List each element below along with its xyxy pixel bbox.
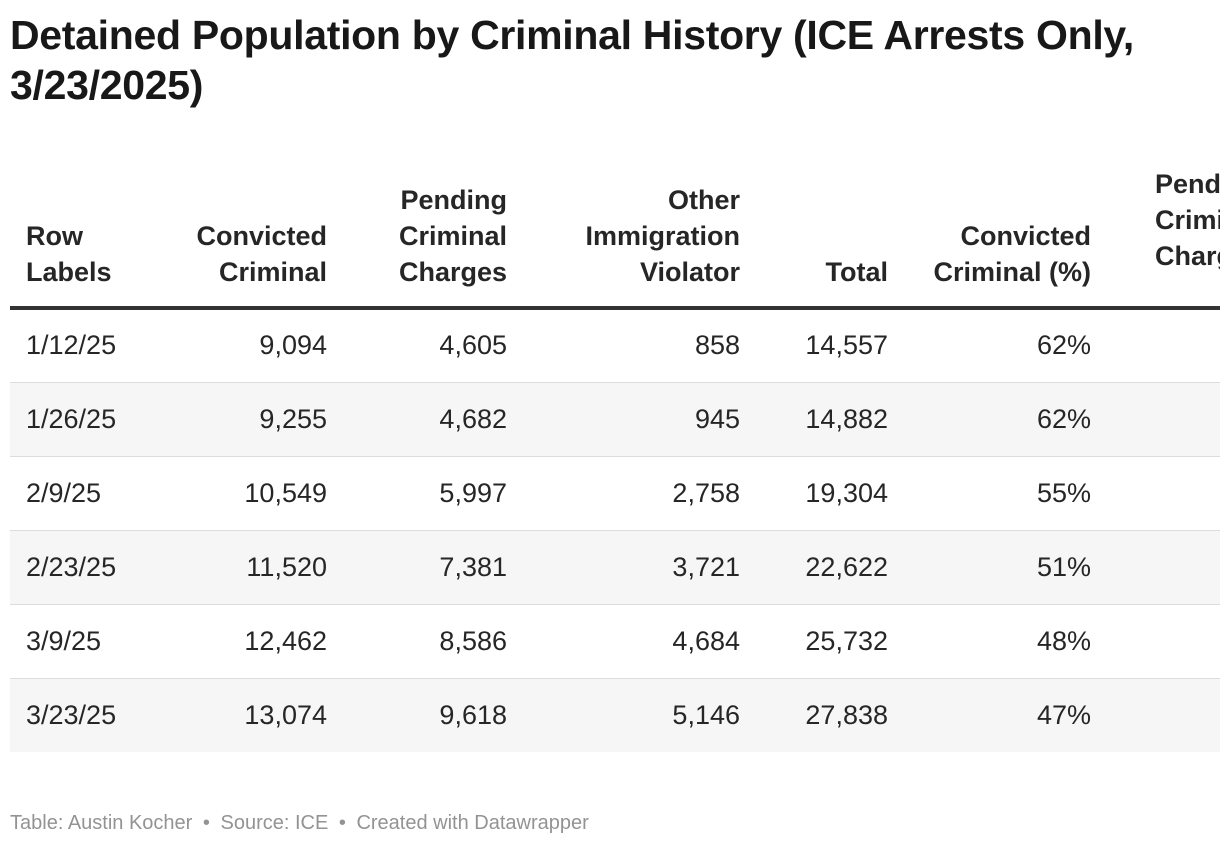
cell-convicted-criminal-pct: 47%	[894, 678, 1097, 752]
cell-total: 14,882	[746, 382, 894, 457]
cell-total: 27,838	[746, 678, 894, 752]
cell-pending-criminal-charges: 5,997	[333, 456, 513, 531]
cell-pending-criminal-charges-pct	[1097, 604, 1220, 679]
cell-row-label: 3/23/25	[10, 678, 158, 752]
cell-row-label: 2/23/25	[10, 530, 158, 605]
table-row: 3/9/25 12,462 8,586 4,684 25,732 48%	[10, 604, 1220, 679]
cell-pending-criminal-charges: 4,605	[333, 308, 513, 383]
source-credit: Source: ICE	[220, 812, 329, 834]
table-header-row: Row Labels Convicted Criminal Pending Cr…	[10, 166, 1220, 310]
column-header-row-labels[interactable]: Row Labels	[10, 166, 158, 310]
cell-convicted-criminal: 10,549	[158, 456, 333, 531]
cell-pending-criminal-charges-pct	[1097, 308, 1220, 383]
cell-other-immigration-violator: 3,721	[513, 530, 746, 605]
column-header-convicted-criminal[interactable]: Convicted Criminal	[158, 166, 333, 310]
data-table: Row Labels Convicted Criminal Pending Cr…	[10, 166, 1220, 752]
cell-pending-criminal-charges: 9,618	[333, 678, 513, 752]
cell-total: 19,304	[746, 456, 894, 531]
cell-other-immigration-violator: 4,684	[513, 604, 746, 679]
cell-row-label: 1/26/25	[10, 382, 158, 457]
data-table-container[interactable]: Row Labels Convicted Criminal Pending Cr…	[10, 166, 1220, 752]
cell-convicted-criminal-pct: 51%	[894, 530, 1097, 605]
chart-footer: Table: Austin Kocher • Source: ICE • Cre…	[10, 812, 589, 835]
chart-title: Detained Population by Criminal History …	[10, 12, 1134, 108]
cell-pending-criminal-charges: 7,381	[333, 530, 513, 605]
cell-total: 25,732	[746, 604, 894, 679]
cell-convicted-criminal: 11,520	[158, 530, 333, 605]
footer-separator: •	[202, 812, 210, 834]
column-header-pending-criminal-charges[interactable]: Pending Criminal Charges	[333, 166, 513, 310]
cell-convicted-criminal-pct: 48%	[894, 604, 1097, 679]
cell-pending-criminal-charges-pct	[1097, 530, 1220, 605]
cell-convicted-criminal: 13,074	[158, 678, 333, 752]
cell-convicted-criminal: 9,094	[158, 308, 333, 383]
table-row: 3/23/25 13,074 9,618 5,146 27,838 47%	[10, 678, 1220, 752]
cell-row-label: 3/9/25	[10, 604, 158, 679]
column-header-total[interactable]: Total	[746, 166, 894, 310]
cell-other-immigration-violator: 2,758	[513, 456, 746, 531]
cell-total: 22,622	[746, 530, 894, 605]
cell-other-immigration-violator: 858	[513, 308, 746, 383]
table-row: 2/23/25 11,520 7,381 3,721 22,622 51%	[10, 530, 1220, 605]
cell-total: 14,557	[746, 308, 894, 383]
created-with-credit: Created with Datawrapper	[356, 812, 589, 834]
table-row: 1/26/25 9,255 4,682 945 14,882 62%	[10, 382, 1220, 457]
cell-row-label: 1/12/25	[10, 308, 158, 383]
cell-pending-criminal-charges-pct	[1097, 456, 1220, 531]
footer-separator: •	[338, 812, 346, 834]
cell-row-label: 2/9/25	[10, 456, 158, 531]
table-row: 2/9/25 10,549 5,997 2,758 19,304 55%	[10, 456, 1220, 531]
cell-convicted-criminal: 12,462	[158, 604, 333, 679]
cell-pending-criminal-charges: 8,586	[333, 604, 513, 679]
cell-other-immigration-violator: 945	[513, 382, 746, 457]
column-header-other-immigration-violator[interactable]: Other Immigration Violator	[513, 166, 746, 310]
cell-pending-criminal-charges-pct	[1097, 382, 1220, 457]
cell-pending-criminal-charges: 4,682	[333, 382, 513, 457]
cell-convicted-criminal: 9,255	[158, 382, 333, 457]
cell-other-immigration-violator: 5,146	[513, 678, 746, 752]
table-row: 1/12/25 9,094 4,605 858 14,557 62%	[10, 308, 1220, 383]
cell-convicted-criminal-pct: 62%	[894, 382, 1097, 457]
cell-convicted-criminal-pct: 55%	[894, 456, 1097, 531]
cell-convicted-criminal-pct: 62%	[894, 308, 1097, 383]
table-credit: Table: Austin Kocher	[10, 812, 193, 834]
column-header-pending-criminal-charges-pct[interactable]: Pending Criminal Charges	[1097, 166, 1220, 310]
column-header-convicted-criminal-pct[interactable]: Convicted Criminal (%)	[894, 166, 1097, 310]
cell-pending-criminal-charges-pct	[1097, 678, 1220, 752]
